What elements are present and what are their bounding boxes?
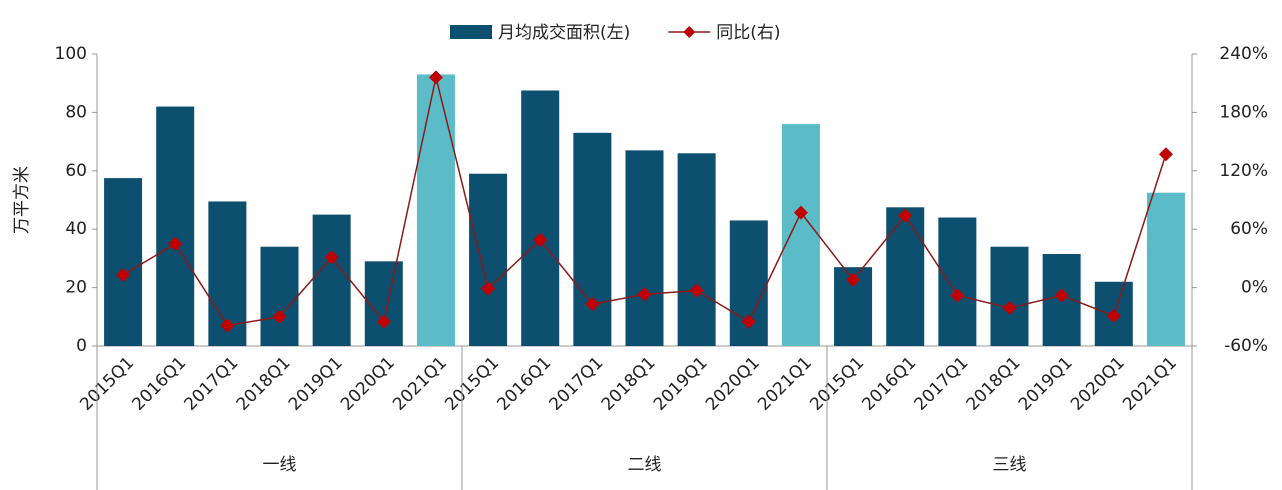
x-tick-label: 2016Q1 — [858, 353, 920, 415]
y-tick-label: 60 — [65, 161, 87, 181]
x-tick-label: 2017Q1 — [546, 353, 608, 415]
bar — [625, 150, 664, 346]
bar — [677, 153, 716, 346]
marker — [168, 236, 183, 251]
legend-swatch — [683, 26, 696, 38]
group-label: 一线 — [263, 455, 297, 475]
marker — [1158, 147, 1173, 162]
x-tick-label: 2016Q1 — [128, 353, 190, 415]
x-tick-label: 2018Q1 — [963, 353, 1025, 415]
y2-tick-label: -60% — [1224, 336, 1268, 356]
bar — [886, 207, 925, 346]
x-tick-label: 2019Q1 — [285, 353, 347, 415]
bar — [469, 173, 508, 346]
marker — [1106, 308, 1121, 323]
bar — [416, 74, 455, 346]
bar — [364, 261, 403, 346]
y-tick-label: 40 — [65, 219, 87, 239]
bar — [573, 132, 612, 346]
marker — [1002, 301, 1017, 316]
x-tick-label: 2021Q1 — [1119, 353, 1181, 415]
marker — [950, 288, 965, 303]
y2-tick-label: 240% — [1219, 44, 1268, 64]
marker — [1054, 288, 1069, 303]
x-tick-label: 2018Q1 — [233, 353, 295, 415]
bar — [521, 90, 560, 346]
x-tick-label: 2015Q1 — [806, 353, 868, 415]
x-tick-label: 2015Q1 — [441, 353, 503, 415]
x-tick-label: 2016Q1 — [493, 353, 555, 415]
y-axis-title: 万平方米 — [12, 166, 32, 234]
x-tick-label: 2020Q1 — [1067, 353, 1129, 415]
bar — [156, 106, 195, 346]
marker — [585, 297, 600, 312]
bar — [312, 214, 351, 346]
bar — [1146, 192, 1185, 346]
marker — [272, 309, 287, 324]
y-tick-label: 80 — [65, 102, 87, 122]
bar — [938, 217, 977, 346]
group-label: 三线 — [993, 455, 1027, 475]
marker — [376, 314, 391, 329]
y2-tick-label: 120% — [1219, 161, 1268, 181]
marker — [116, 267, 131, 282]
x-tick-label: 2017Q1 — [911, 353, 973, 415]
x-tick-label: 2020Q1 — [337, 353, 399, 415]
x-tick-label: 2021Q1 — [389, 353, 451, 415]
marker — [637, 287, 652, 302]
marker — [741, 314, 756, 329]
bar — [990, 246, 1029, 346]
y2-tick-label: 0% — [1241, 278, 1268, 298]
group-label: 二线 — [628, 455, 662, 475]
y2-tick-label: 180% — [1219, 102, 1268, 122]
marker — [481, 281, 496, 296]
marker — [324, 250, 339, 265]
y-tick-label: 20 — [65, 278, 87, 298]
marker — [846, 272, 861, 287]
marker — [533, 232, 548, 247]
x-tick-label: 2019Q1 — [650, 353, 712, 415]
x-tick-label: 2015Q1 — [76, 353, 138, 415]
bar — [260, 246, 299, 346]
legend-label: 同比(右) — [716, 23, 780, 43]
x-tick-label: 2018Q1 — [598, 353, 660, 415]
y2-tick-label: 60% — [1230, 219, 1268, 239]
bar — [781, 124, 820, 346]
x-tick-label: 2021Q1 — [754, 353, 816, 415]
legend-swatch — [450, 25, 492, 39]
x-tick-label: 2020Q1 — [702, 353, 764, 415]
marker — [428, 70, 443, 85]
legend-label: 月均成交面积(左) — [498, 23, 630, 43]
marker — [689, 283, 704, 298]
bar — [104, 178, 143, 346]
y-tick-label: 0 — [76, 336, 87, 356]
y-tick-label: 100 — [55, 44, 87, 64]
marker — [793, 205, 808, 220]
x-tick-label: 2019Q1 — [1015, 353, 1077, 415]
marker — [220, 318, 235, 333]
x-tick-label: 2017Q1 — [181, 353, 243, 415]
marker — [898, 208, 913, 223]
